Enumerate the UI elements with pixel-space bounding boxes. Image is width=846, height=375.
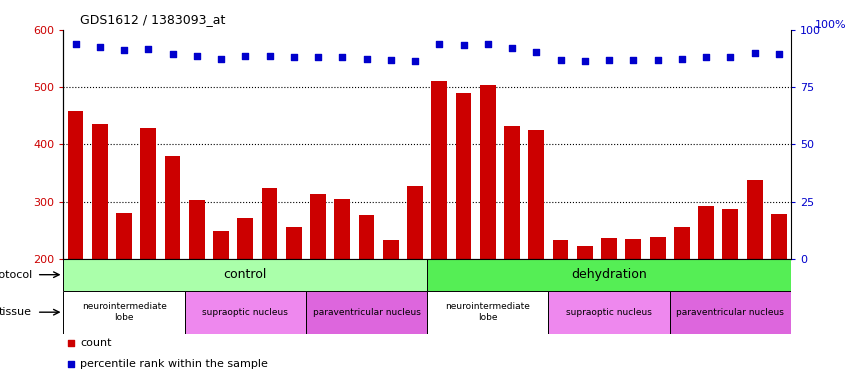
Bar — [63, 291, 184, 334]
Bar — [747, 180, 762, 373]
Bar — [238, 217, 253, 373]
Bar — [427, 259, 791, 291]
Bar — [184, 291, 306, 334]
Point — [481, 41, 495, 47]
Bar — [213, 231, 229, 373]
Point — [263, 53, 277, 59]
Point — [723, 54, 737, 60]
Point — [384, 57, 398, 63]
Point — [432, 41, 446, 47]
Bar — [602, 238, 617, 373]
Bar — [552, 240, 569, 373]
Point — [457, 42, 470, 48]
Text: GDS1612 / 1383093_at: GDS1612 / 1383093_at — [80, 13, 226, 26]
Bar — [548, 291, 670, 334]
Bar — [92, 124, 107, 373]
Bar — [68, 111, 84, 373]
Point — [651, 57, 664, 63]
Bar — [650, 237, 666, 373]
Bar — [431, 81, 448, 373]
Bar — [698, 206, 714, 373]
Point — [141, 46, 155, 52]
Text: neurointermediate
lobe: neurointermediate lobe — [82, 303, 167, 322]
Bar — [165, 156, 180, 373]
Point — [554, 57, 568, 63]
Point — [69, 41, 82, 47]
Text: protocol: protocol — [0, 270, 32, 280]
Text: supraoptic nucleus: supraoptic nucleus — [202, 308, 288, 316]
Bar — [674, 227, 689, 373]
Point — [505, 45, 519, 51]
Point — [602, 57, 616, 63]
Point — [675, 56, 689, 62]
Bar — [334, 199, 350, 373]
Point — [700, 54, 713, 60]
Point — [93, 44, 107, 50]
Text: count: count — [80, 338, 112, 348]
Point — [190, 53, 204, 59]
Point — [748, 50, 761, 56]
Bar — [189, 200, 205, 373]
Bar — [529, 130, 544, 373]
Bar — [383, 240, 398, 373]
Text: neurointermediate
lobe: neurointermediate lobe — [446, 303, 530, 322]
Bar — [310, 194, 326, 373]
Bar — [577, 246, 593, 373]
Text: paraventricular nucleus: paraventricular nucleus — [677, 308, 784, 316]
Bar — [456, 93, 471, 373]
Text: dehydration: dehydration — [571, 268, 647, 281]
Bar — [670, 291, 791, 334]
Point — [166, 51, 179, 57]
Point — [530, 49, 543, 55]
Point — [287, 54, 300, 60]
Point — [409, 58, 422, 64]
Point — [118, 47, 131, 53]
Point — [627, 57, 640, 63]
Point — [336, 54, 349, 60]
Bar — [407, 186, 423, 373]
Text: paraventricular nucleus: paraventricular nucleus — [313, 308, 420, 316]
Bar — [427, 291, 548, 334]
Bar — [116, 213, 132, 373]
Bar — [504, 126, 520, 373]
Y-axis label: 100%: 100% — [816, 20, 846, 30]
Bar — [771, 214, 787, 373]
Bar — [306, 291, 427, 334]
Point — [772, 51, 786, 57]
Text: tissue: tissue — [0, 307, 32, 317]
Bar — [140, 128, 157, 373]
Point — [64, 361, 78, 367]
Text: control: control — [223, 268, 267, 281]
Text: percentile rank within the sample: percentile rank within the sample — [80, 359, 268, 369]
Point — [311, 54, 325, 60]
Bar — [359, 215, 375, 373]
Point — [239, 53, 252, 59]
Point — [578, 58, 591, 64]
Bar — [625, 239, 641, 373]
Point — [360, 56, 373, 62]
Bar — [286, 227, 302, 373]
Text: supraoptic nucleus: supraoptic nucleus — [566, 308, 652, 316]
Bar — [261, 188, 277, 373]
Bar — [63, 259, 427, 291]
Bar — [480, 86, 496, 373]
Point — [64, 340, 78, 346]
Point — [214, 56, 228, 62]
Bar — [722, 209, 739, 373]
